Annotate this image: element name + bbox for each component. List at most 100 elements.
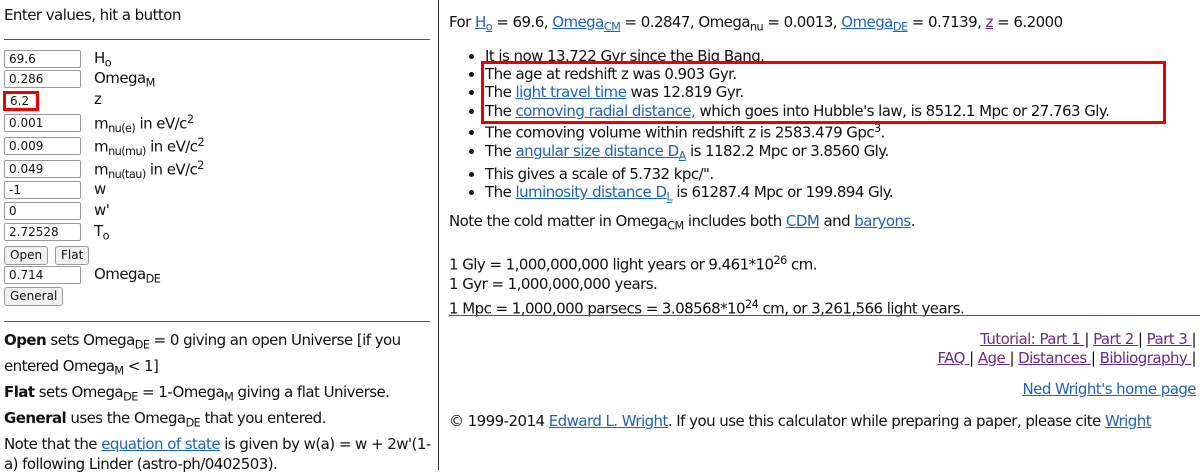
text-segment: = 0.2847, Omega — [620, 13, 750, 31]
text-segment: < 1] — [123, 356, 159, 375]
link[interactable]: CDM — [785, 212, 820, 230]
divider — [4, 39, 430, 40]
link[interactable]: H — [475, 13, 486, 31]
link[interactable]: Omega — [552, 13, 604, 31]
result-item: This gives a scale of 5.732 kpc/". — [485, 165, 1109, 183]
text-segment: Omega — [94, 69, 146, 87]
link[interactable]: Wright — [1104, 412, 1152, 430]
text-segment: nu(tau) — [108, 168, 146, 181]
input-label: z — [94, 90, 102, 108]
link[interactable]: comoving radial distance, — [515, 101, 696, 120]
note: Note the cold matter in OmegaCM includes… — [449, 212, 915, 232]
text-segment: cm, or 3,261,566 light years. — [758, 299, 965, 318]
link[interactable]: FAQ — [937, 348, 970, 367]
text-segment: and — [819, 212, 855, 230]
link[interactable]: Part 2 — [1093, 330, 1138, 348]
text-segment: Open — [4, 331, 47, 349]
text-segment: | — [1137, 330, 1147, 348]
input-label: Ho — [94, 49, 112, 69]
text-segment: CM — [667, 219, 684, 233]
text-segment: Omega — [94, 265, 146, 283]
text-segment: is 61287.4 Mpc or 199.894 Gly. — [672, 183, 894, 202]
button[interactable]: General — [4, 287, 64, 306]
text-segment: © 1999-2014 — [449, 412, 549, 430]
text-segment: in eV/c — [135, 114, 187, 133]
button[interactable]: Open — [4, 246, 49, 265]
text-input[interactable]: -1 — [4, 181, 81, 199]
text-segment: 2 — [197, 136, 205, 149]
text-segment: = 69.6, — [492, 13, 553, 31]
input-label: mnu(mu) in eV/c2 — [94, 136, 205, 158]
link[interactable]: z — [985, 13, 994, 31]
copyright: © 1999-2014 Edward L. Wright. If you use… — [449, 412, 1152, 430]
link[interactable]: CM — [603, 20, 621, 34]
unit-line: 1 Gly = 1,000,000,000 light years or 9.4… — [449, 251, 964, 275]
text-segment: = 6.2000 — [992, 13, 1063, 31]
nav-line: FAQ | Age | Distances | Bibliography | — [937, 349, 1196, 368]
text-input[interactable]: 2.72528 — [4, 223, 81, 241]
input-label: OmegaDE — [94, 265, 161, 286]
link[interactable]: baryons — [854, 212, 911, 230]
text-segment: DE — [145, 272, 161, 286]
text-segment: This gives a scale of 5.732 kpc/". — [485, 165, 714, 184]
result-item: The luminosity distance DL is 61287.4 Mp… — [485, 183, 1109, 207]
text-segment: = 0.7139, — [907, 13, 986, 31]
link[interactable]: luminosity distance D — [515, 183, 667, 202]
text-segment: which goes into Hubble's law, is 8512.1 … — [695, 101, 1110, 120]
text-input[interactable]: 0.009 — [4, 137, 81, 155]
tutorial-nav: Tutorial: Part 1 | Part 2 | Part 3 | FAQ … — [937, 330, 1196, 367]
text-segment: m — [94, 114, 109, 133]
link[interactable]: Tutorial: Part 1 — [980, 330, 1085, 348]
link[interactable]: L — [666, 190, 673, 204]
link[interactable]: Ned Wright's home page — [1022, 380, 1196, 398]
link[interactable]: o — [485, 20, 493, 34]
text-input[interactable]: 0.001 — [4, 114, 81, 132]
button[interactable]: Flat — [55, 246, 90, 265]
text-segment: Flat — [4, 382, 35, 401]
text-input[interactable]: 0.286 — [4, 70, 81, 88]
input-label: w — [94, 180, 106, 198]
text-segment: For — [449, 13, 476, 31]
link[interactable]: Bibliography — [1099, 348, 1192, 367]
link[interactable]: Edward L. Wright — [548, 412, 669, 430]
text-segment: The — [485, 83, 516, 102]
link[interactable]: Part 3 — [1146, 330, 1192, 348]
text-segment: w' — [94, 201, 110, 219]
text-segment: M — [114, 364, 124, 378]
link[interactable]: DE — [892, 20, 908, 34]
text-segment: The — [485, 101, 516, 120]
text-segment: | — [1191, 330, 1196, 348]
nav-line: Tutorial: Part 1 | Part 2 | Part 3 | — [937, 330, 1196, 349]
link[interactable]: Age — [977, 348, 1010, 367]
text-segment: cm. — [786, 255, 818, 274]
text-segment: Note that the — [4, 434, 102, 453]
text-input[interactable]: 0 — [4, 202, 81, 220]
help-paragraph: Note that the equation of state is given… — [4, 434, 432, 475]
results-list: It is now 13.722 Gyr since the Big Bang.… — [449, 47, 1110, 207]
link[interactable]: A — [678, 149, 687, 163]
link[interactable]: Omega — [841, 13, 893, 31]
text-input[interactable]: 69.6 — [4, 50, 81, 68]
instructions: Enter values, hit a button — [4, 6, 181, 24]
text-segment: M — [145, 76, 156, 90]
text-input[interactable]: 0.714 — [4, 266, 81, 284]
link[interactable]: equation of state — [101, 434, 221, 453]
help-paragraph: General uses the OmegaDE that you entere… — [4, 408, 432, 434]
divider — [4, 321, 430, 322]
text-segment: The — [485, 183, 516, 202]
text-segment: . If you use this calculator while prepa… — [667, 412, 1105, 430]
input-panel: Enter values, hit a button 69.6 Ho 0.286 Om… — [0, 0, 439, 473]
unit-line: 1 Gyr = 1,000,000,000 years. — [449, 275, 964, 295]
link[interactable]: light travel time — [515, 83, 627, 102]
text-input[interactable]: 0.049 — [4, 160, 81, 178]
unit-definitions: 1 Gly = 1,000,000,000 light years or 9.4… — [449, 251, 965, 319]
text-segment: | — [1009, 348, 1019, 367]
text-segment: was 12.819 Gyr. — [626, 83, 745, 102]
input-label: mnu(tau) in eV/c2 — [94, 159, 204, 181]
input-label: w' — [94, 201, 110, 219]
text-segment: It is now 13.722 Gyr since the Big Bang. — [485, 47, 765, 65]
link[interactable]: angular size distance D — [515, 141, 679, 160]
text-input[interactable]: 6.2 — [3, 91, 39, 111]
link[interactable]: Distances — [1018, 348, 1091, 367]
